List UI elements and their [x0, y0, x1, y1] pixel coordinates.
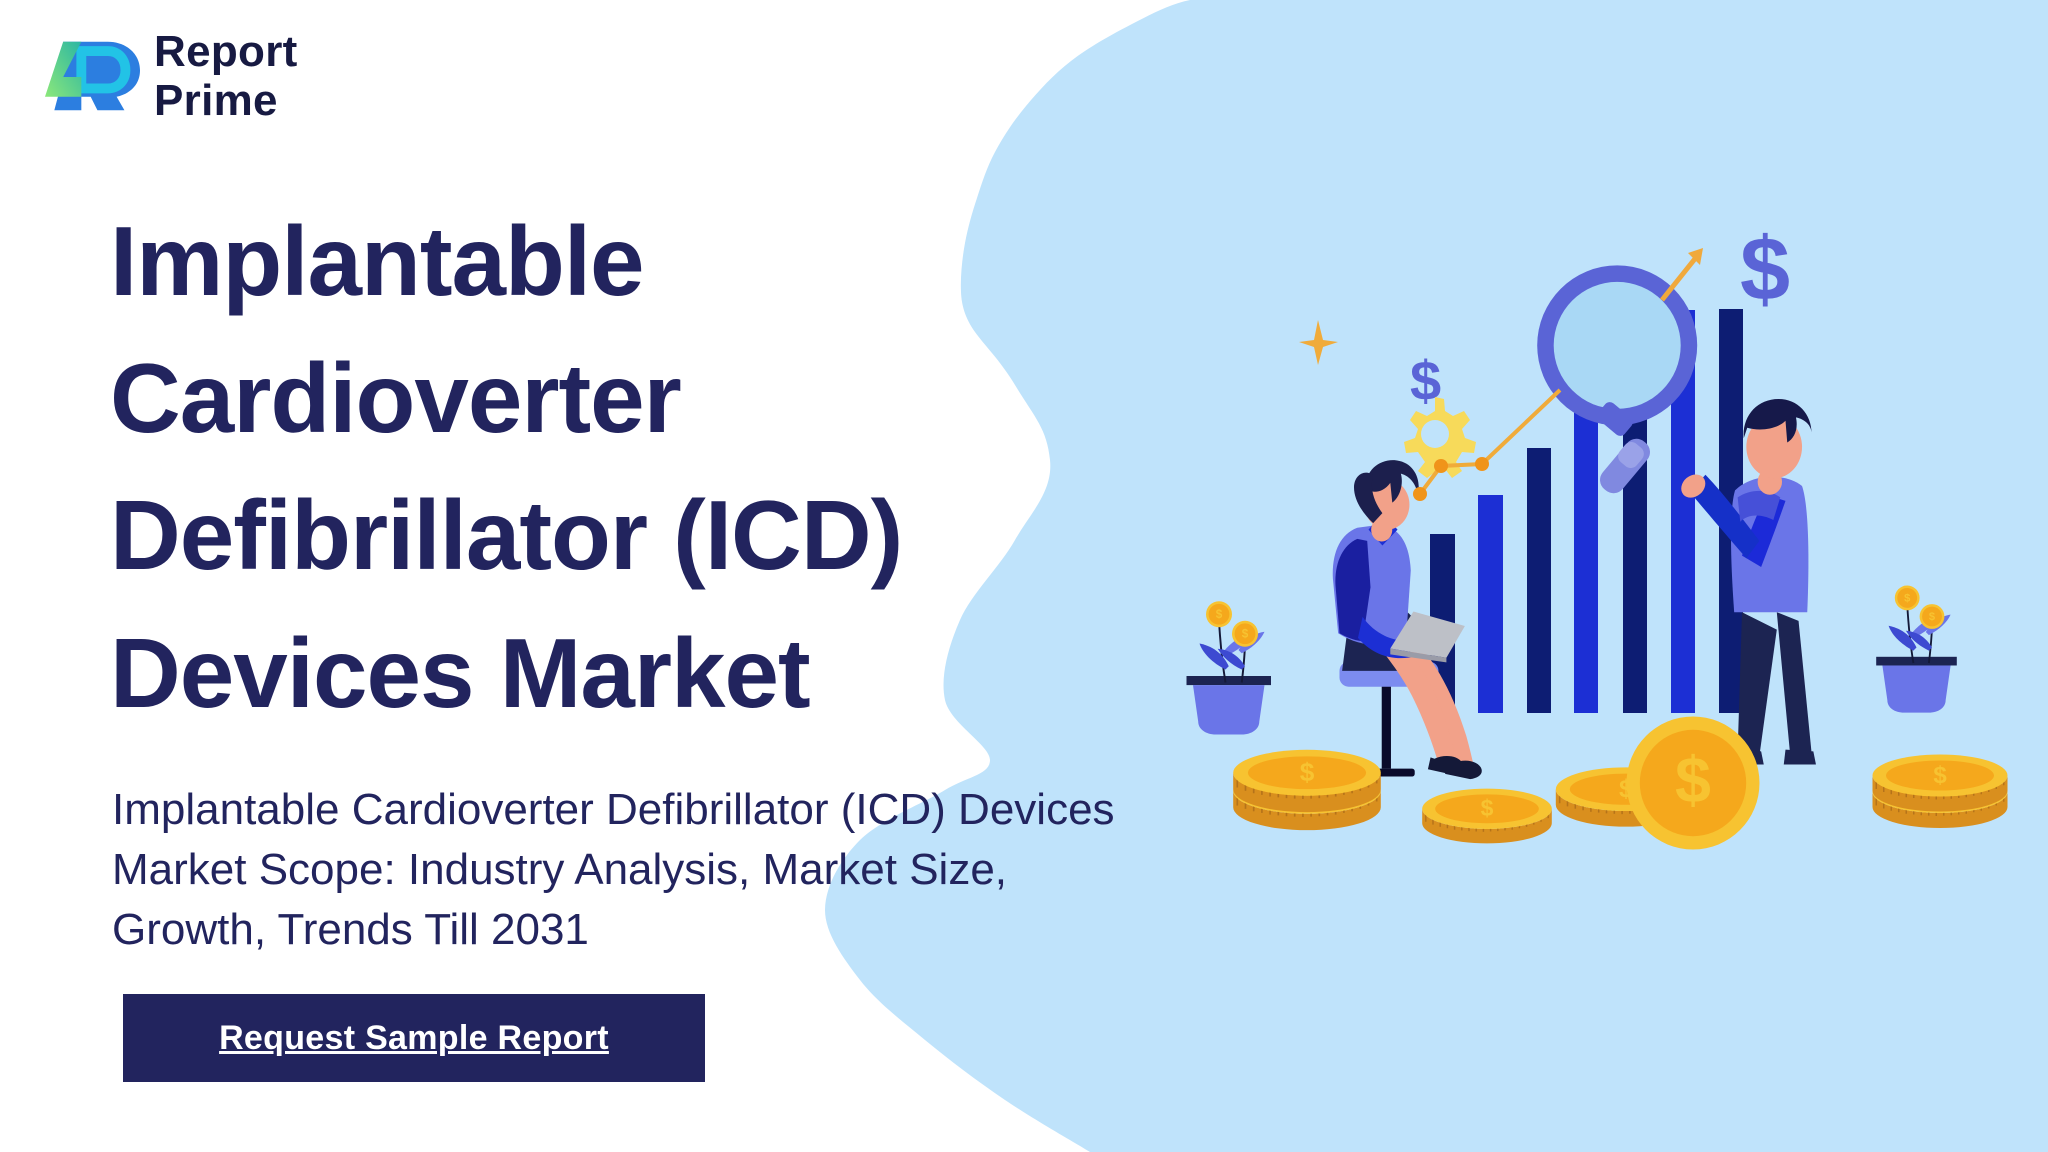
- svg-text:$: $: [1740, 220, 1790, 320]
